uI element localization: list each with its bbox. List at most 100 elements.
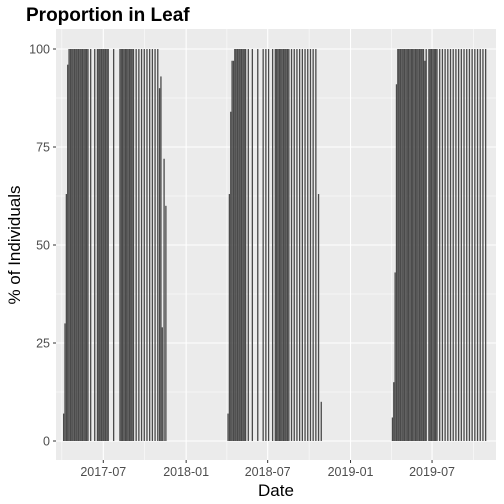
bar xyxy=(278,49,281,441)
bar xyxy=(315,49,317,441)
y-tick-label: 0 xyxy=(43,435,50,449)
bar xyxy=(231,60,233,441)
bar xyxy=(435,49,437,441)
bar xyxy=(73,49,76,441)
bar xyxy=(65,194,68,441)
bar xyxy=(282,49,285,441)
bar xyxy=(288,49,290,441)
bar xyxy=(76,49,78,441)
bar xyxy=(69,49,72,441)
bar xyxy=(298,49,301,441)
bar xyxy=(83,49,85,441)
bar xyxy=(271,49,274,441)
bar xyxy=(398,49,400,441)
bar xyxy=(444,49,446,441)
bar xyxy=(161,327,163,441)
bar xyxy=(154,49,156,441)
bar xyxy=(403,49,406,441)
bar xyxy=(165,205,167,441)
bar xyxy=(399,49,402,441)
bar xyxy=(284,49,286,441)
bar xyxy=(79,49,81,441)
bar xyxy=(158,88,161,441)
bar xyxy=(102,49,104,441)
bar xyxy=(393,382,395,441)
bar xyxy=(420,49,422,441)
bar xyxy=(149,49,151,441)
bar xyxy=(138,49,140,441)
bar xyxy=(290,49,293,441)
bar xyxy=(301,49,303,441)
x-axis-title: Date xyxy=(258,481,294,500)
bar xyxy=(439,49,441,441)
bar xyxy=(251,49,254,441)
bar xyxy=(457,49,460,441)
x-axis: 2017-07 2018-01 2018-07 2019-01 2019-07 xyxy=(80,460,455,479)
bar xyxy=(128,49,131,441)
bar xyxy=(407,49,410,441)
bar xyxy=(94,49,96,441)
bar xyxy=(482,49,484,441)
bar xyxy=(460,49,462,441)
y-axis: 0 25 50 75 100 xyxy=(29,43,56,449)
bar xyxy=(471,49,473,441)
bar xyxy=(132,49,135,441)
bar xyxy=(262,49,264,441)
bar xyxy=(71,49,73,441)
bar xyxy=(122,49,124,441)
bar xyxy=(293,49,295,441)
y-tick-label: 75 xyxy=(36,141,50,155)
bar xyxy=(87,49,89,441)
bar xyxy=(413,49,415,441)
bar xyxy=(286,49,289,441)
bar xyxy=(75,49,77,441)
bar xyxy=(143,49,145,441)
bar xyxy=(98,49,100,441)
bar xyxy=(124,49,127,441)
bar xyxy=(447,49,449,441)
bar xyxy=(421,49,423,441)
bar xyxy=(236,49,239,441)
bar xyxy=(96,49,99,441)
bar xyxy=(267,49,270,441)
bar xyxy=(317,194,320,441)
bar xyxy=(307,49,309,441)
bar xyxy=(244,49,247,441)
y-tick-label: 100 xyxy=(29,43,50,57)
bar xyxy=(140,49,143,441)
bar xyxy=(112,49,115,441)
bar xyxy=(240,49,243,441)
bar xyxy=(106,49,108,441)
bar xyxy=(63,413,65,441)
bar xyxy=(409,49,411,441)
bar xyxy=(474,49,476,441)
bar xyxy=(428,49,430,441)
bar xyxy=(84,49,86,441)
bar xyxy=(103,49,105,441)
bar xyxy=(455,49,457,441)
bar xyxy=(309,49,312,441)
bar xyxy=(81,49,84,441)
bar xyxy=(130,49,132,441)
bar xyxy=(85,49,88,441)
bar xyxy=(276,49,278,441)
bar xyxy=(412,49,414,441)
bar xyxy=(123,49,125,441)
bar xyxy=(401,49,403,441)
bar xyxy=(296,49,298,441)
bar xyxy=(394,272,396,441)
bar xyxy=(265,49,267,441)
bar xyxy=(476,49,479,441)
bar xyxy=(151,49,154,441)
x-tick-label: 2017-07 xyxy=(80,465,126,479)
bar xyxy=(432,49,434,441)
bar xyxy=(463,49,465,441)
bar xyxy=(429,49,431,441)
bar xyxy=(107,49,109,441)
bar xyxy=(90,49,92,441)
bar xyxy=(425,49,427,441)
x-tick-label: 2019-01 xyxy=(328,465,374,479)
bar xyxy=(466,49,468,441)
chart-title: Proportion in Leaf xyxy=(26,5,190,26)
